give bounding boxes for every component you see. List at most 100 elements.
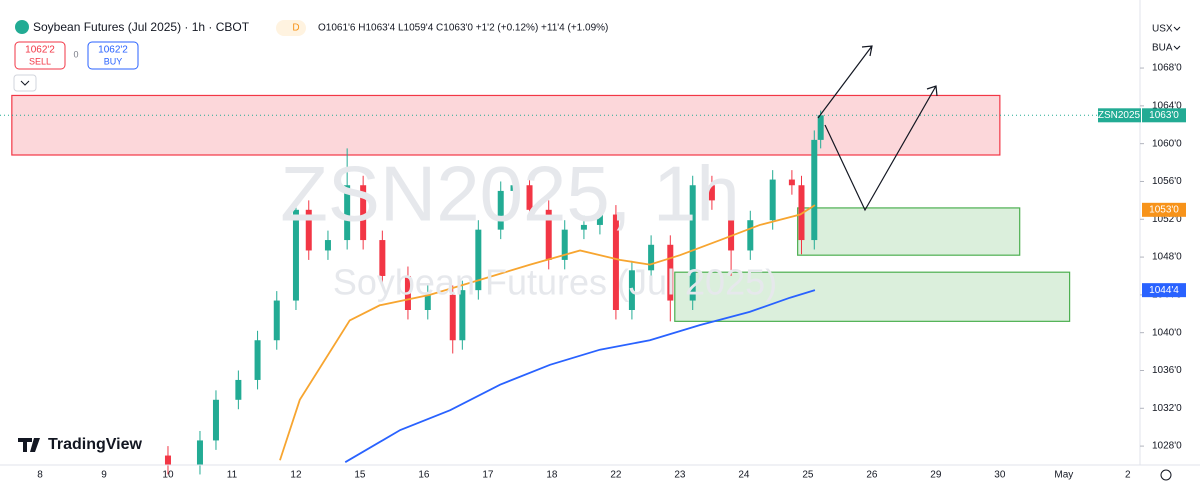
zone bbox=[11, 94, 1001, 156]
candle-body bbox=[254, 340, 261, 380]
x-tick-label: 11 bbox=[227, 470, 238, 481]
y-tick-label: 1028'0 bbox=[1152, 441, 1182, 452]
plot-area bbox=[0, 94, 1140, 475]
buy-label: BUY bbox=[104, 56, 123, 66]
x-tick-label: 25 bbox=[802, 470, 814, 481]
candle-body bbox=[164, 455, 171, 465]
candle-body bbox=[379, 240, 386, 276]
symbol-tag bbox=[1098, 108, 1141, 123]
candle-body bbox=[580, 224, 587, 230]
badge-text: D bbox=[292, 23, 299, 34]
sell-price: 1062'2 bbox=[25, 45, 55, 56]
price-tag-label: 1044'4 bbox=[1149, 285, 1179, 296]
price-tag bbox=[1142, 283, 1186, 298]
zone bbox=[674, 271, 1071, 322]
sell-button[interactable] bbox=[14, 41, 66, 70]
symbol-title[interactable]: Soybean Futures (Jul 2025) · 1h · CBOT bbox=[33, 20, 250, 34]
candle-body bbox=[689, 185, 696, 301]
candle-body bbox=[510, 185, 517, 191]
candle-body bbox=[596, 214, 603, 225]
candle-body bbox=[817, 115, 824, 140]
moving-average bbox=[344, 289, 816, 463]
settings-icon[interactable] bbox=[1160, 469, 1172, 481]
candle-body bbox=[648, 244, 655, 271]
x-tick-label: 24 bbox=[738, 470, 750, 481]
candle-body bbox=[212, 399, 219, 441]
candle-body bbox=[628, 270, 635, 310]
y-tick-label: 1052'0 bbox=[1152, 214, 1182, 225]
watermark-name: Soybean Futures (Jul 2025) bbox=[333, 262, 777, 303]
x-tick-label: 9 bbox=[101, 470, 107, 481]
menu-chevrons bbox=[1173, 26, 1181, 50]
candle-body bbox=[449, 294, 456, 341]
candle-body bbox=[344, 185, 351, 241]
x-tick-label: 22 bbox=[610, 470, 622, 481]
arrow-zigzag bbox=[824, 85, 938, 212]
logo-icon bbox=[18, 438, 40, 452]
y-tick-label: 1060'0 bbox=[1152, 138, 1182, 149]
x-tick-label: 23 bbox=[674, 470, 686, 481]
price-tag bbox=[1142, 202, 1186, 217]
x-tick-label: 16 bbox=[418, 470, 430, 481]
price-tag-label: 1063'0 bbox=[1149, 110, 1179, 121]
collapse-button[interactable] bbox=[13, 74, 37, 92]
candle-body bbox=[404, 275, 411, 310]
symbol-tag-label: ZSN2025 bbox=[1098, 110, 1141, 121]
y-tick-label: 1056'0 bbox=[1152, 176, 1182, 187]
logo: TradingView bbox=[48, 436, 143, 453]
y-tick-label: 1048'0 bbox=[1152, 252, 1182, 263]
x-tick-label: 2 bbox=[1125, 470, 1131, 481]
zone bbox=[797, 207, 1021, 256]
x-tick-label: 10 bbox=[162, 470, 174, 481]
x-tick-label: 26 bbox=[866, 470, 878, 481]
currency[interactable]: USX bbox=[1152, 24, 1173, 35]
y-tick-label: 1040'0 bbox=[1152, 327, 1182, 338]
y-tick-label: 1064'0 bbox=[1152, 100, 1182, 111]
candle-body bbox=[235, 379, 242, 400]
x-tick-label: 12 bbox=[290, 470, 302, 481]
candle-body bbox=[728, 200, 735, 251]
badge bbox=[276, 20, 306, 36]
x-tick-label: 17 bbox=[482, 470, 494, 481]
candle-body bbox=[273, 300, 280, 341]
sell-label: SELL bbox=[29, 56, 51, 66]
y-tick-label: 1036'0 bbox=[1152, 365, 1182, 376]
candle-body bbox=[360, 185, 367, 241]
price-tag bbox=[1142, 108, 1186, 123]
x-tick-label: 15 bbox=[354, 470, 366, 481]
candle-body bbox=[708, 185, 715, 201]
candle-body bbox=[747, 220, 754, 251]
x-tick-label: 30 bbox=[994, 470, 1006, 481]
symbol-icon bbox=[15, 20, 29, 34]
candle-body bbox=[459, 290, 466, 341]
x-tick-label: May bbox=[1054, 470, 1073, 481]
candle-body bbox=[324, 240, 331, 251]
candle-body bbox=[196, 440, 203, 465]
candle-body bbox=[424, 294, 431, 310]
candle-body bbox=[769, 179, 776, 221]
y-tick-label: 1032'0 bbox=[1152, 403, 1182, 414]
candle-body bbox=[561, 229, 568, 260]
arrow-up bbox=[817, 45, 873, 119]
candle-body bbox=[292, 209, 299, 301]
price-tag-label: 1053'0 bbox=[1149, 204, 1179, 215]
moving-average bbox=[279, 204, 816, 461]
buy-price: 1062'2 bbox=[98, 45, 128, 56]
y-tick-label: 1068'0 bbox=[1152, 63, 1182, 74]
x-tick-label: 8 bbox=[37, 470, 43, 481]
watermark-symbol: ZSN2025, 1h bbox=[280, 150, 740, 238]
spread: 0 bbox=[73, 49, 78, 59]
chevron bbox=[20, 80, 30, 86]
candle-body bbox=[475, 229, 482, 291]
candle-body bbox=[545, 209, 552, 260]
candle-body bbox=[788, 179, 795, 186]
candle-body bbox=[612, 214, 619, 310]
unit[interactable]: BUA bbox=[1152, 43, 1173, 54]
candle-body bbox=[497, 190, 504, 230]
candle-body bbox=[811, 139, 818, 241]
candle-body bbox=[667, 244, 674, 301]
buy-button[interactable] bbox=[87, 41, 139, 70]
candle-body bbox=[526, 185, 533, 210]
